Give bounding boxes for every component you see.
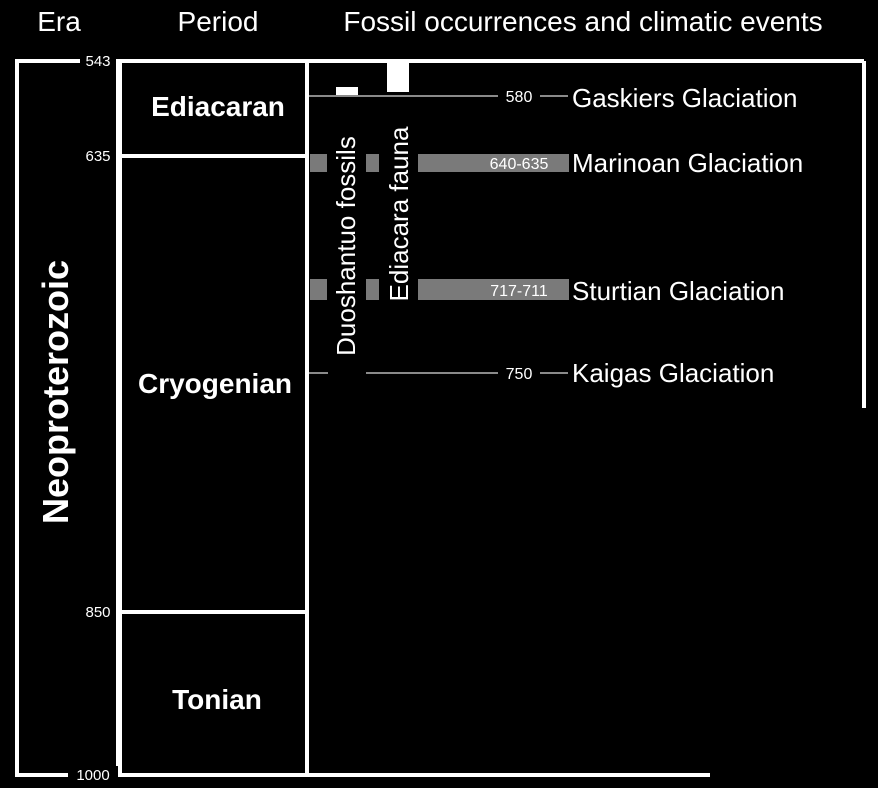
boundary-label-1000: 1000 [76, 767, 109, 784]
period-column: Ediacaran Cryogenian Tonian [118, 59, 309, 777]
glaciation-age-gaskiers: 580 [506, 89, 533, 106]
fossil-label-ediacara: Ediacara fauna [384, 126, 414, 301]
glaciation-age-kaigas: 750 [506, 366, 533, 383]
glaciation-gaskiers: 580 Gaskiers Glaciation [309, 83, 797, 113]
boundary-labels: 543 635 850 1000 [68, 52, 118, 784]
glaciation-name-sturtian: Sturtian Glaciation [572, 276, 784, 306]
glaciation-name-gaskiers: Gaskiers Glaciation [572, 83, 797, 113]
duoshantuo-range-bar [336, 87, 358, 95]
fossil-ranges: Duoshantuo fossils Ediacara fauna [331, 61, 414, 356]
period-tonian: Tonian [172, 684, 262, 715]
era-label: Neoproterozoic [35, 260, 76, 524]
fossil-label-duoshantuo: Duoshantuo fossils [331, 136, 361, 356]
glaciation-age-sturtian: 717-711 [490, 283, 548, 300]
glaciation-name-marinoan: Marinoan Glaciation [572, 148, 803, 178]
glaciation-kaigas: 750 Kaigas Glaciation [309, 358, 774, 388]
era-column: Neoproterozoic [15, 59, 120, 777]
period-header: Period [178, 6, 259, 37]
glaciation-name-kaigas: Kaigas Glaciation [572, 358, 774, 388]
boundary-label-543: 543 [85, 53, 110, 70]
glaciation-age-marinoan: 640-635 [490, 156, 549, 173]
boundary-label-635: 635 [85, 148, 110, 165]
era-header: Era [37, 6, 81, 37]
period-ediacaran: Ediacaran [151, 91, 285, 122]
glaciation-sturtian: 717-711 Sturtian Glaciation [310, 276, 784, 306]
glaciation-events: 580 Gaskiers Glaciation 640-635 Marinoan… [309, 83, 803, 388]
boundary-label-850: 850 [85, 604, 110, 621]
ediacara-range-bar [387, 61, 409, 92]
glaciation-marinoan: 640-635 Marinoan Glaciation [310, 148, 803, 178]
events-header: Fossil occurrences and climatic events [343, 6, 822, 37]
period-cryogenian: Cryogenian [138, 368, 292, 399]
